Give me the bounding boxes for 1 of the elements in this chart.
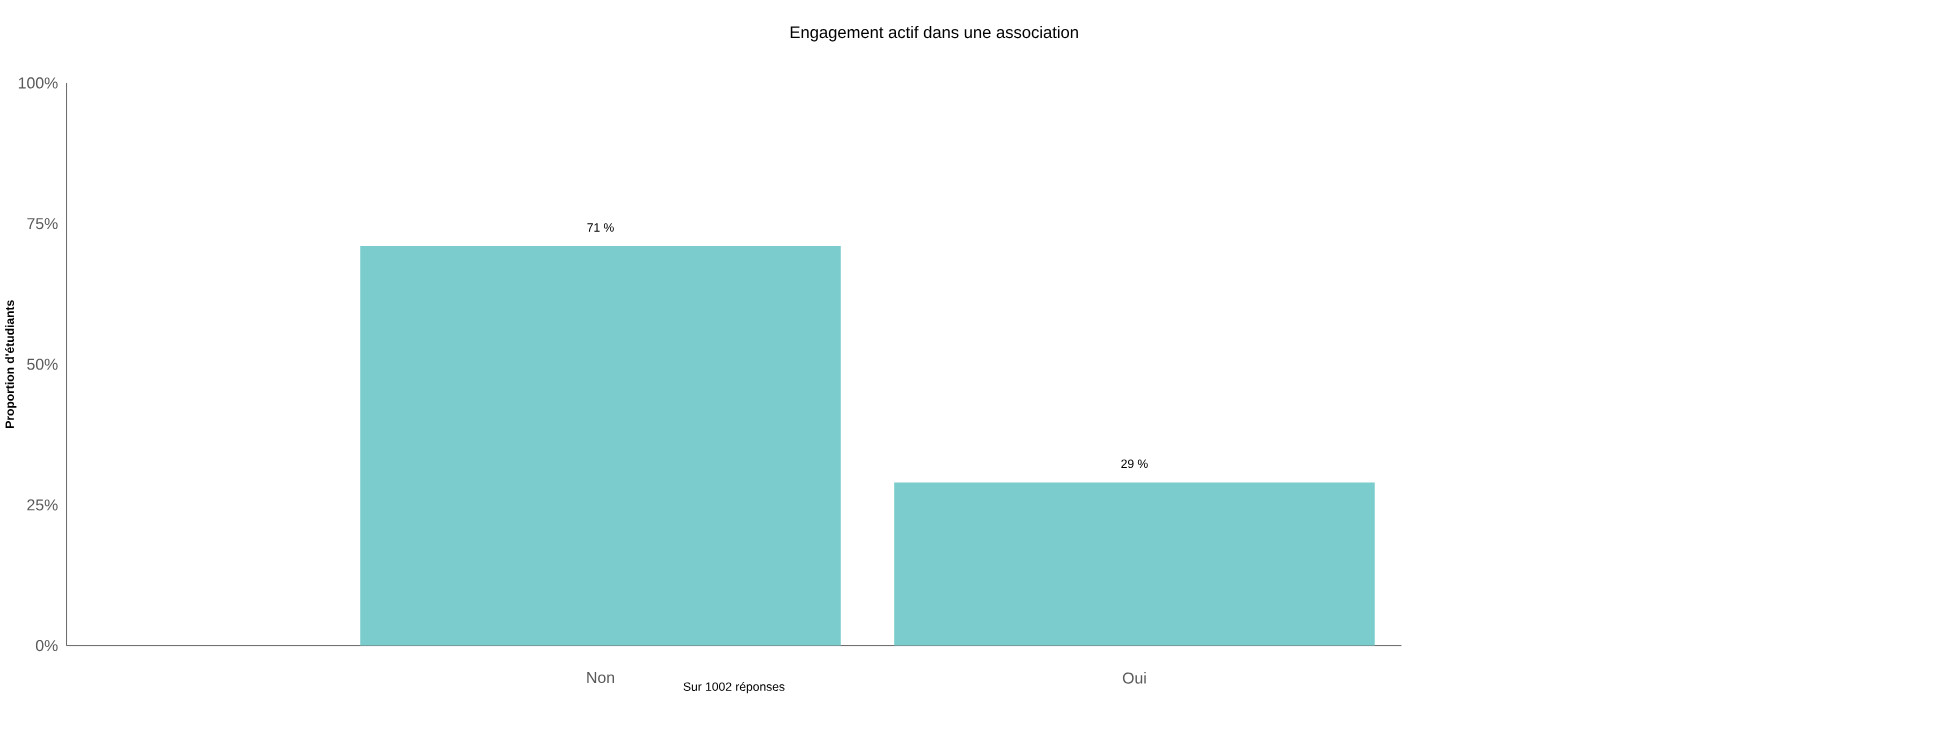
chart-title: Engagement actif dans une association <box>790 25 1078 42</box>
